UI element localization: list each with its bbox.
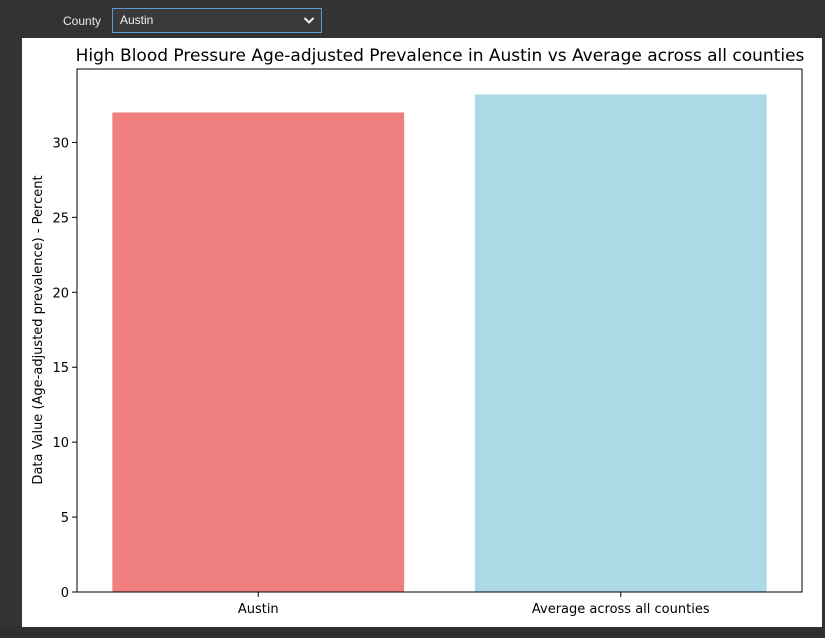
y-tick-label: 10 (52, 436, 69, 451)
county-select-value: Austin (120, 13, 154, 27)
county-select[interactable]: Austin (112, 8, 322, 33)
x-tick-label: Austin (238, 602, 279, 617)
chart-figure: High Blood Pressure Age-adjusted Prevale… (22, 38, 822, 627)
x-tick-label: Average across all counties (532, 602, 710, 617)
y-tick-label: 30 (52, 136, 69, 151)
bottom-band (0, 627, 825, 638)
bar-chart: High Blood Pressure Age-adjusted Prevale… (31, 46, 805, 617)
filter-bar: County Austin (0, 0, 825, 38)
y-tick-label: 0 (61, 586, 69, 601)
y-tick-label: 15 (52, 361, 69, 376)
bar-average-across-all-counties (474, 94, 767, 592)
y-tick-label: 20 (52, 286, 69, 301)
y-axis-label: Data Value (Age-adjusted prevalence) - P… (31, 175, 46, 484)
y-tick-label: 25 (52, 211, 69, 226)
plot-frame (76, 68, 803, 593)
county-label: County (63, 14, 102, 28)
chart-title: High Blood Pressure Age-adjusted Prevale… (76, 46, 805, 66)
chevron-down-icon (303, 17, 315, 24)
bar-austin (112, 112, 405, 593)
y-tick-label: 5 (61, 511, 69, 526)
